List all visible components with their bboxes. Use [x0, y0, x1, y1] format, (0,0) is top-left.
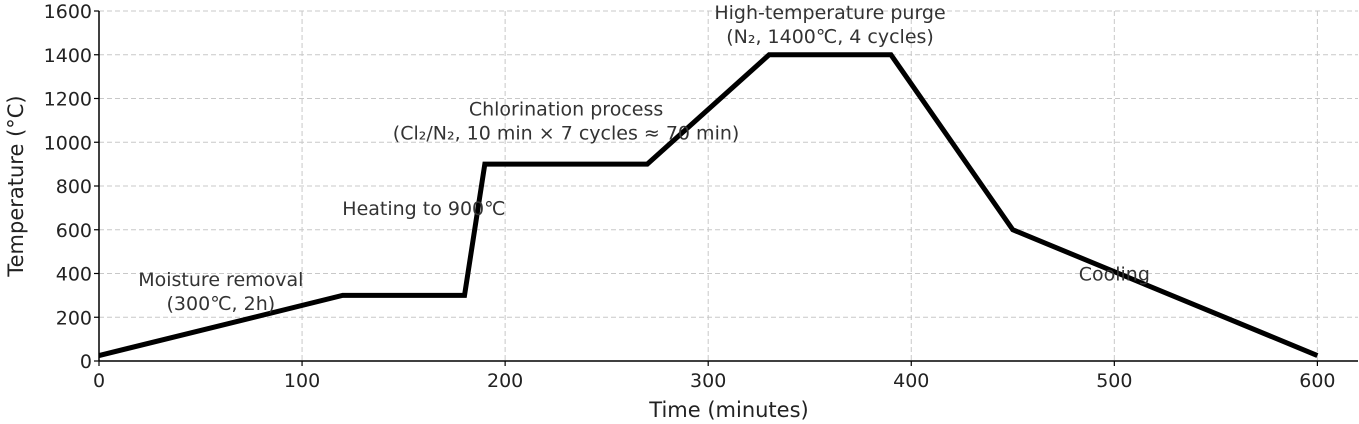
y-tick-label: 1200 — [44, 89, 92, 111]
series — [98, 52, 1319, 358]
x-tick-label: 100 — [284, 370, 320, 392]
annotation-label: Moisture removal — [138, 269, 303, 291]
annotation-label: (N₂, 1400℃, 4 cycles) — [726, 26, 934, 48]
annotation-label: High-temperature purge — [714, 2, 945, 24]
axes: 0 100 200 300 400 500 600 0 200 400 600 800 1000 1200… — [44, 1, 1358, 392]
annotation-label: Cooling — [1079, 264, 1150, 286]
y-tick-label: 800 — [56, 176, 92, 198]
annotation-label: (Cl₂/N₂, 10 min × 7 cycles ≈ 70 min) — [393, 122, 740, 144]
x-tick-label: 500 — [1096, 370, 1132, 392]
y-tick-label: 1000 — [44, 132, 92, 154]
x-tick-label: 0 — [93, 370, 105, 392]
y-tick-label: 1400 — [44, 45, 92, 67]
x-axis-label: Time (minutes) — [648, 398, 808, 422]
annotation-label: Chlorination process — [469, 98, 663, 120]
x-tick-label: 400 — [893, 370, 929, 392]
x-tick-label: 600 — [1299, 370, 1335, 392]
y-tick-label: 200 — [56, 307, 92, 329]
annotation-label: Heating to 900℃ — [342, 198, 505, 220]
y-tick-label: 1600 — [44, 1, 92, 23]
series-line — [98, 52, 1319, 358]
annotation-label: (300℃, 2h) — [167, 293, 276, 315]
y-tick-label: 600 — [56, 220, 92, 242]
y-tick-label: 0 — [80, 351, 92, 373]
y-axis-label: Temperature (°C) — [4, 95, 28, 277]
y-tick-label: 400 — [56, 264, 92, 286]
annotations: Moisture removal(300℃, 2h) Heating to 900… — [138, 2, 1150, 315]
x-tick-label: 200 — [487, 370, 523, 392]
x-tick-label: 300 — [690, 370, 726, 392]
